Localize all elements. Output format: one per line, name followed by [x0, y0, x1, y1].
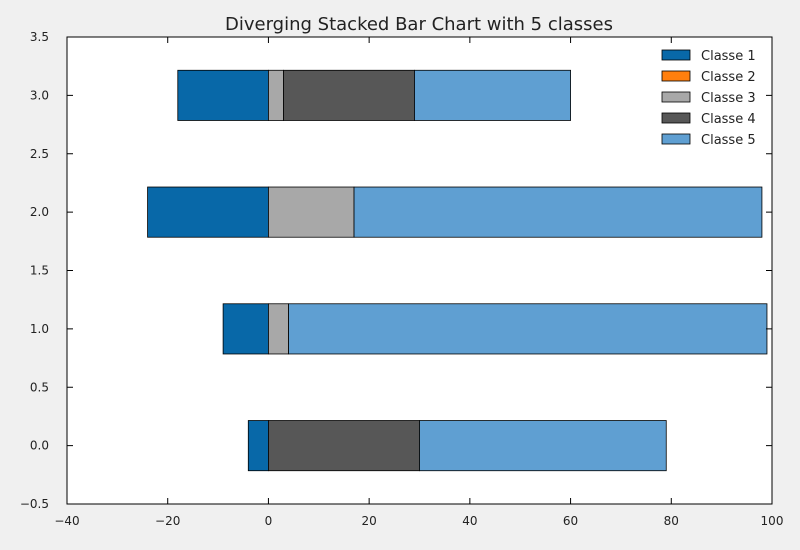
y-tick-label: 0.5 [30, 380, 49, 394]
legend-label-class3: Classe 3 [701, 91, 756, 106]
legend-label-class4: Classe 4 [701, 112, 756, 127]
bar-segment-class3-row1 [268, 303, 289, 355]
y-tick-label: 1.0 [30, 322, 49, 336]
legend-label-class1: Classe 1 [701, 49, 756, 64]
bar-segment-class4-row0 [268, 420, 420, 472]
bar-segment-class1-row0 [247, 420, 269, 472]
legend-swatch-class3 [661, 91, 691, 103]
bar-segment-class1-row2 [147, 186, 269, 238]
legend-swatch-class5 [661, 133, 691, 145]
y-tick-label: 2.5 [30, 147, 49, 161]
x-tick-label: 80 [664, 514, 679, 528]
x-tick-label: 20 [362, 514, 377, 528]
x-tick-label: −20 [155, 514, 180, 528]
x-tick-label: 100 [761, 514, 784, 528]
axes-layer: −40 −20 0 20 40 60 80 100 −0.5 0.0 0.5 1.0 1.5 2.0 2.5… [20, 30, 784, 528]
bar-segment-class3-row3 [268, 69, 284, 121]
bar-segment-class3-row2 [268, 186, 355, 238]
y-tick-label: −0.5 [20, 497, 49, 511]
y-tick-label: 3.0 [30, 88, 49, 102]
bar-segment-class4-row3 [283, 69, 415, 121]
bar-segment-class5-row0 [419, 420, 667, 472]
bar-segment-class5-row1 [288, 303, 768, 355]
y-tick-label: 1.5 [30, 264, 49, 278]
bars-layer [147, 69, 768, 472]
x-tick-label: 40 [462, 514, 477, 528]
bar-segment-class5-row3 [414, 69, 571, 121]
bar-segment-class5-row2 [353, 186, 763, 238]
legend-label-class5: Classe 5 [701, 133, 756, 148]
legend: Classe 1 Classe 2 Classe 3 Classe 4 Classe 5 [661, 49, 756, 148]
legend-swatch-class1 [661, 49, 691, 61]
y-tick-label: 2.0 [30, 205, 49, 219]
x-tick-label: 60 [563, 514, 578, 528]
bar-segment-class1-row1 [222, 303, 269, 355]
legend-label-class2: Classe 2 [701, 70, 756, 85]
chart-title: Diverging Stacked Bar Chart with 5 class… [225, 14, 613, 35]
y-tick-label: 0.0 [30, 439, 49, 453]
x-tick-label: 0 [265, 514, 273, 528]
y-tick-label: 3.5 [30, 30, 49, 44]
x-tick-label: −40 [54, 514, 79, 528]
legend-swatch-class2 [661, 70, 691, 82]
legend-swatch-class4 [661, 112, 691, 124]
bar-segment-class1-row3 [177, 69, 269, 121]
